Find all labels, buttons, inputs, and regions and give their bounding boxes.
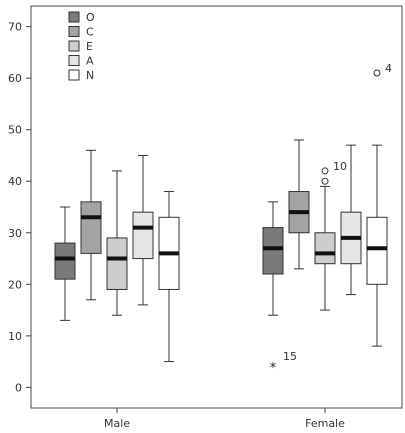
iqr-box <box>314 232 336 265</box>
legend-label: O <box>86 11 95 24</box>
iqr-box <box>366 216 388 285</box>
x-axis: Male Female <box>104 408 345 430</box>
y-tick-label: 40 <box>8 175 22 188</box>
y-tick-label: 10 <box>8 330 22 343</box>
box-A-Male <box>132 154 154 306</box>
x-tick-label: Female <box>305 417 345 430</box>
x-tick-label: Male <box>104 417 130 430</box>
legend-label: C <box>86 26 94 39</box>
legend-swatch <box>68 40 80 52</box>
y-tick-label: 60 <box>8 72 22 85</box>
box-O-Male <box>54 206 76 321</box>
legend-item-O: O <box>68 11 95 24</box>
legend-item-E: E <box>68 40 93 53</box>
y-tick-label: 70 <box>8 21 22 34</box>
box-O-Female <box>262 201 284 316</box>
box-N-Male <box>158 191 180 363</box>
legend-swatch <box>68 55 80 66</box>
boxes <box>54 139 388 363</box>
legend-swatch <box>68 26 80 37</box>
legend-item-A: A <box>68 55 94 68</box>
y-tick-label: 20 <box>8 278 22 291</box>
box-N-Female <box>366 144 388 347</box>
y-tick-label: 50 <box>8 124 22 137</box>
legend-swatch <box>68 69 80 81</box>
y-tick-label: 0 <box>15 381 22 394</box>
legend-label: N <box>86 69 94 82</box>
outlier-star: * <box>270 361 277 376</box>
iqr-box <box>132 211 154 260</box>
outlier-label: 4 <box>385 62 392 75</box>
outlier-label: 15 <box>283 350 297 363</box>
y-tick-label: 30 <box>8 227 22 240</box>
outlier-circle <box>321 167 329 175</box>
legend-label: A <box>86 55 94 68</box>
legend-item-N: N <box>68 69 94 82</box>
box-C-Male <box>80 149 102 301</box>
iqr-box <box>80 201 102 254</box>
iqr-box <box>106 237 128 290</box>
outlier-circle <box>321 177 329 185</box>
box-C-Female <box>288 139 310 270</box>
box-A-Female <box>340 144 362 296</box>
iqr-box <box>54 242 76 280</box>
legend-label: E <box>86 40 93 53</box>
box-E-Female <box>314 185 336 311</box>
outliers: 10 4 * 15 <box>270 62 392 376</box>
legend-item-C: C <box>68 26 94 39</box>
iqr-box <box>262 227 284 275</box>
outlier-label: 10 <box>333 160 347 173</box>
legend-swatch <box>68 11 80 23</box>
y-axis: 0 10 20 30 40 50 60 70 <box>8 21 31 394</box>
box-E-Male <box>106 170 128 316</box>
outlier-circle <box>373 69 381 77</box>
